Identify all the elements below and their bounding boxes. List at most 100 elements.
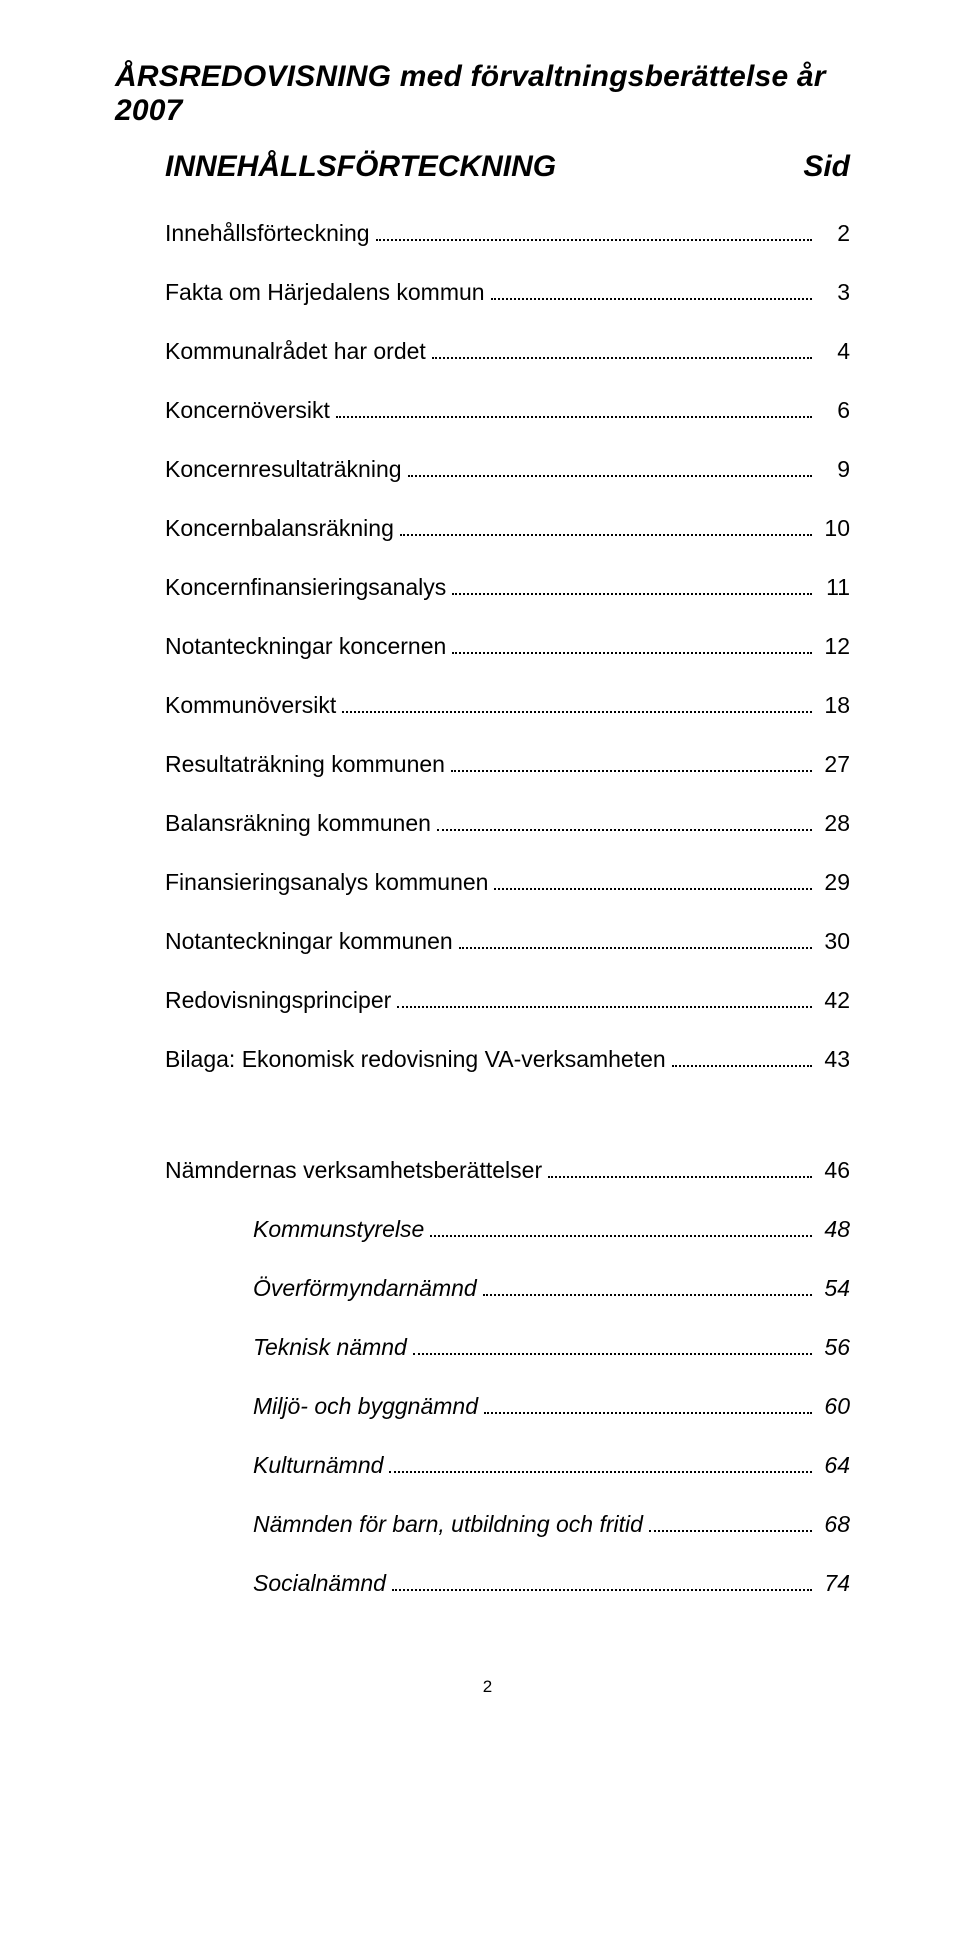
toc-entry: Miljö- och byggnämnd 60 [165, 1393, 850, 1420]
toc-entry-page: 42 [818, 987, 850, 1014]
toc-entry-page: 46 [818, 1157, 850, 1184]
toc-leader-dots [494, 874, 812, 890]
toc-entry-label: Redovisningsprinciper [165, 987, 391, 1014]
toc-entry-page: 48 [818, 1216, 850, 1243]
toc-entry-page: 9 [818, 456, 850, 483]
toc-leader-dots [484, 1398, 812, 1414]
toc-entry-label: Innehållsförteckning [165, 220, 370, 247]
toc-entry-label: Bilaga: Ekonomisk redovisning VA-verksam… [165, 1046, 666, 1073]
toc-leader-dots [491, 284, 812, 300]
toc-entry-page: 68 [818, 1511, 850, 1538]
toc-entry: Kulturnämnd 64 [165, 1452, 850, 1479]
toc-entry-label: Miljö- och byggnämnd [253, 1393, 478, 1420]
toc-heading: INNEHÅLLSFÖRTECKNING [165, 150, 556, 184]
toc-entry: Fakta om Härjedalens kommun 3 [165, 279, 850, 306]
toc-entry-page: 28 [818, 810, 850, 837]
toc-leader-dots [408, 461, 812, 477]
toc-entry-label: Fakta om Härjedalens kommun [165, 279, 485, 306]
toc-entry-page: 18 [818, 692, 850, 719]
document-page: ÅRSREDOVISNING med förvaltningsberättels… [0, 0, 960, 1737]
subtitle-row: INNEHÅLLSFÖRTECKNING Sid [115, 150, 860, 184]
toc-entry-page: 74 [818, 1570, 850, 1597]
toc-entry: Teknisk nämnd 56 [165, 1334, 850, 1361]
toc-entry: Bilaga: Ekonomisk redovisning VA-verksam… [165, 1046, 850, 1073]
toc-leader-dots [452, 638, 812, 654]
toc-entry-page: 3 [818, 279, 850, 306]
toc-entry: Balansräkning kommunen 28 [165, 810, 850, 837]
toc-leader-dots [452, 579, 812, 595]
toc-entry-page: 11 [818, 574, 850, 601]
toc-leader-dots [432, 343, 812, 359]
toc-entry-label: Kulturnämnd [253, 1452, 383, 1479]
toc-leader-dots [376, 225, 812, 241]
toc-entry: Koncernöversikt 6 [165, 397, 850, 424]
toc-entry: Koncernbalansräkning 10 [165, 515, 850, 542]
toc-leader-dots [437, 815, 812, 831]
toc-entry-label: Överförmyndarnämnd [253, 1275, 477, 1302]
toc-entry-page: 27 [818, 751, 850, 778]
toc-entry: Redovisningsprinciper 42 [165, 987, 850, 1014]
toc-entry-page: 6 [818, 397, 850, 424]
toc-entry: Kommunöversikt 18 [165, 692, 850, 719]
toc-entry-page: 60 [818, 1393, 850, 1420]
toc-entry: Notanteckningar koncernen 12 [165, 633, 850, 660]
toc-entry-page: 2 [818, 220, 850, 247]
toc-leader-dots [548, 1162, 812, 1178]
toc-entry-page: 43 [818, 1046, 850, 1073]
page-number-footer: 2 [115, 1677, 860, 1697]
toc-entry-label: Finansieringsanalys kommunen [165, 869, 488, 896]
toc-entry-label: Teknisk nämnd [253, 1334, 407, 1361]
toc-entry-label: Balansräkning kommunen [165, 810, 431, 837]
toc-leader-dots [342, 697, 812, 713]
toc-leader-dots [413, 1339, 812, 1355]
section-gap [165, 1105, 850, 1157]
toc-entry-label: Koncernresultaträkning [165, 456, 402, 483]
toc-entry: Överförmyndarnämnd 54 [165, 1275, 850, 1302]
toc-entry-label: Notanteckningar kommunen [165, 928, 453, 955]
toc-entry: Nämnden för barn, utbildning och fritid 6… [165, 1511, 850, 1538]
toc-entry: Koncernfinansieringsanalys 11 [165, 574, 850, 601]
document-title: ÅRSREDOVISNING med förvaltningsberättels… [115, 60, 860, 128]
toc-leader-dots [400, 520, 812, 536]
toc-entry: Socialnämnd 74 [165, 1570, 850, 1597]
toc-entry: Kommunalrådet har ordet 4 [165, 338, 850, 365]
toc-entry: Koncernresultaträkning 9 [165, 456, 850, 483]
toc-entry-label: Notanteckningar koncernen [165, 633, 446, 660]
toc-entry-label: Koncernbalansräkning [165, 515, 394, 542]
toc-entry: Finansieringsanalys kommunen 29 [165, 869, 850, 896]
toc-entry: Resultaträkning kommunen 27 [165, 751, 850, 778]
toc-leader-dots [397, 992, 812, 1008]
toc-entry: Kommunstyrelse 48 [165, 1216, 850, 1243]
toc-entry: Notanteckningar kommunen 30 [165, 928, 850, 955]
toc-entry-page: 29 [818, 869, 850, 896]
toc-entry-page: 54 [818, 1275, 850, 1302]
toc-entry-page: 30 [818, 928, 850, 955]
toc-entry-label: Nämndernas verksamhetsberättelser [165, 1157, 542, 1184]
toc-leader-dots [336, 402, 812, 418]
toc-entry-label: Kommunöversikt [165, 692, 336, 719]
toc-leader-dots [672, 1051, 812, 1067]
page-column-header: Sid [803, 150, 850, 184]
toc-leader-dots [430, 1221, 812, 1237]
toc-leader-dots [389, 1457, 812, 1473]
toc-entry-page: 12 [818, 633, 850, 660]
table-of-contents: Innehållsförteckning 2 Fakta om Härjedalen… [115, 220, 860, 1597]
toc-entry-label: Koncernfinansieringsanalys [165, 574, 446, 601]
toc-entry-page: 64 [818, 1452, 850, 1479]
toc-leader-dots [451, 756, 812, 772]
toc-entry-page: 10 [818, 515, 850, 542]
toc-entry-page: 4 [818, 338, 850, 365]
toc-leader-dots [459, 933, 812, 949]
toc-entry-label: Socialnämnd [253, 1570, 386, 1597]
toc-entry: Innehållsförteckning 2 [165, 220, 850, 247]
toc-entry-page: 56 [818, 1334, 850, 1361]
toc-entry-label: Nämnden för barn, utbildning och fritid [253, 1511, 643, 1538]
toc-entry-label: Resultaträkning kommunen [165, 751, 445, 778]
toc-entry-label: Kommunalrådet har ordet [165, 338, 426, 365]
toc-entry-label: Koncernöversikt [165, 397, 330, 424]
toc-entry-label: Kommunstyrelse [253, 1216, 424, 1243]
toc-leader-dots [392, 1575, 812, 1591]
toc-leader-dots [649, 1516, 812, 1532]
toc-leader-dots [483, 1280, 812, 1296]
toc-entry: Nämndernas verksamhetsberättelser 46 [165, 1157, 850, 1184]
